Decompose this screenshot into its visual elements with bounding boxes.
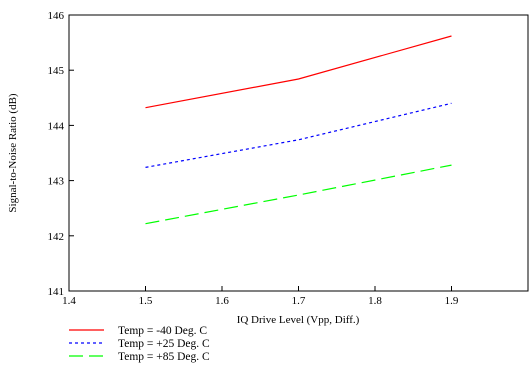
legend-label-2: Temp = +25 Deg. C (118, 338, 210, 350)
x-tick-label: 1.7 (292, 295, 306, 307)
series-line-2 (145, 102, 452, 168)
x-tick-label: 1.8 (368, 295, 382, 307)
x-tick-label: 1.6 (215, 295, 229, 307)
y-tick-label: 143 (48, 176, 65, 188)
x-tick-label: 1.9 (445, 295, 459, 307)
y-tick-label: 146 (48, 10, 65, 22)
x-axis: 1.4 1.5 1.6 1.7 1.8 1.9 (62, 286, 459, 307)
series-lines (145, 35, 452, 225)
y-tick-label: 142 (48, 231, 65, 243)
legend-label-3: Temp = +85 Deg. C (118, 351, 210, 363)
legend-label-1: Temp = -40 Deg. C (118, 325, 207, 337)
y-tick-label: 145 (48, 65, 65, 77)
series-line-3 (145, 164, 452, 225)
series-line-1 (145, 35, 452, 109)
y-axis-title: Signal-to-Noise Ratio (dB) (7, 93, 19, 212)
plot-frame (68, 14, 529, 292)
y-tick-label: 144 (48, 120, 65, 132)
y-tick-label: 141 (48, 286, 65, 298)
x-axis-title: IQ Drive Level (Vpp, Diff.) (237, 314, 360, 326)
x-tick-label: 1.5 (139, 295, 153, 307)
y-axis: 141 142 143 144 145 146 (48, 10, 74, 298)
x-tick-label: 1.4 (62, 295, 76, 307)
